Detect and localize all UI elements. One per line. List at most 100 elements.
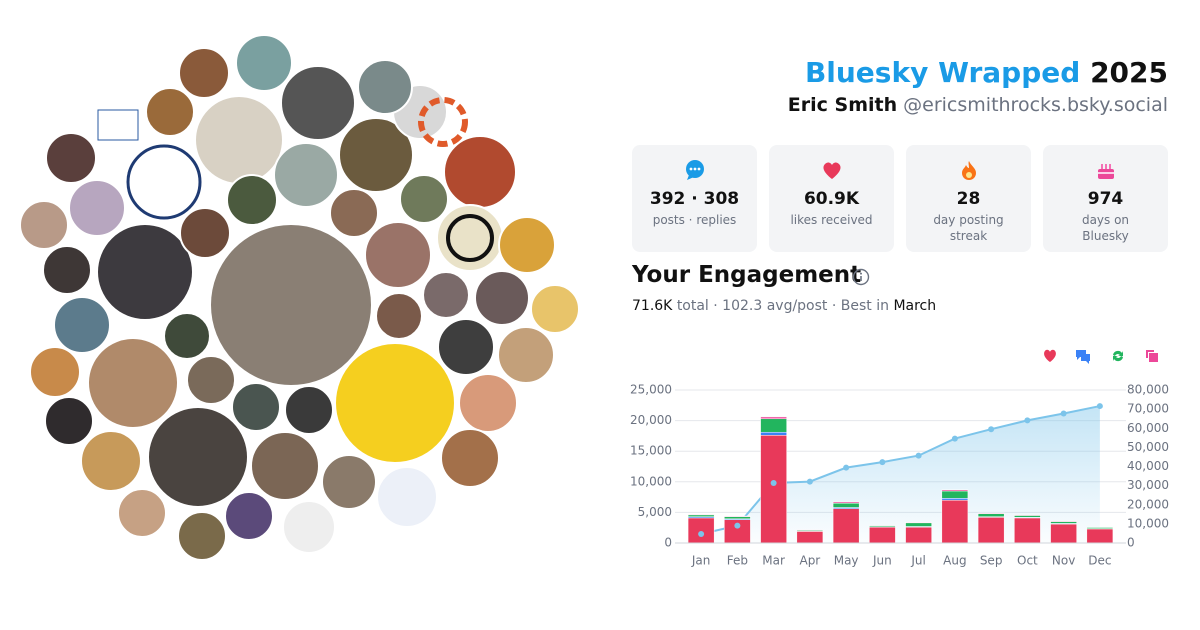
avatar[interactable]	[273, 142, 339, 208]
avatar[interactable]	[179, 207, 231, 259]
user-name: Eric Smith	[787, 94, 898, 116]
avatar[interactable]	[209, 223, 373, 387]
stat-value: 28	[956, 189, 981, 209]
line-point	[1024, 417, 1031, 424]
x-tick-label: Oct	[1017, 554, 1038, 568]
avatar[interactable]	[19, 200, 69, 250]
avatar[interactable]	[177, 511, 227, 561]
x-tick-label: Feb	[727, 554, 748, 568]
avatar[interactable]	[321, 454, 377, 510]
avatar[interactable]	[235, 34, 293, 92]
y2-tick-label: 50,000	[1127, 440, 1169, 454]
avatar[interactable]	[376, 466, 438, 528]
avatar[interactable]	[329, 188, 379, 238]
line-point	[770, 479, 777, 486]
year: 2025	[1090, 56, 1168, 89]
avatar[interactable]	[226, 174, 278, 226]
icon-cake	[1097, 164, 1114, 179]
line-point	[698, 531, 705, 538]
y2-tick-label: 20,000	[1127, 497, 1169, 511]
avatar[interactable]	[145, 87, 195, 137]
avatar[interactable]	[68, 179, 126, 237]
avatar[interactable]	[399, 174, 449, 224]
avatar[interactable]	[280, 65, 356, 141]
avatar[interactable]	[474, 270, 530, 326]
avatar[interactable]	[357, 59, 413, 115]
stat-label: days on Bluesky	[1081, 213, 1130, 243]
bar-segment	[977, 513, 1005, 517]
y-tick-label: 0	[664, 536, 672, 550]
bar-segment	[760, 435, 787, 544]
avatar[interactable]	[334, 342, 456, 464]
bar-segment	[832, 502, 860, 508]
avatar[interactable]	[530, 284, 580, 334]
y-tick-label: 20,000	[630, 413, 672, 427]
x-tick-label: Dec	[1088, 554, 1111, 568]
avatar[interactable]	[250, 431, 320, 501]
avatar[interactable]	[163, 312, 211, 360]
stat-label: posts · replies	[652, 213, 737, 227]
line-point	[843, 464, 850, 471]
avatar[interactable]	[284, 385, 334, 435]
avatar[interactable]	[498, 216, 556, 274]
bar-segment	[760, 418, 787, 433]
bar-segment	[905, 526, 932, 544]
avatar[interactable]	[80, 430, 142, 492]
avatar[interactable]	[437, 318, 495, 376]
line-point	[879, 459, 886, 466]
avatar[interactable]	[45, 132, 97, 184]
avatar[interactable]	[497, 326, 555, 384]
avatar[interactable]	[422, 271, 470, 319]
avatar[interactable]	[147, 406, 249, 508]
icon-flame	[961, 161, 976, 180]
y2-tick-label: 60,000	[1127, 421, 1169, 435]
bar-segment	[869, 526, 896, 544]
y-tick-label: 25,000	[630, 383, 672, 397]
line-point	[915, 452, 922, 459]
logo-book	[97, 109, 139, 141]
avatar[interactable]	[224, 491, 274, 541]
bar-segment	[724, 515, 751, 517]
avatar[interactable]	[96, 223, 194, 321]
avatar[interactable]	[364, 221, 432, 289]
y2-tick-label: 30,000	[1127, 478, 1169, 492]
bar-segment	[687, 514, 715, 517]
avatar[interactable]	[231, 382, 281, 432]
legend-icon[interactable]	[1146, 350, 1158, 362]
avatar[interactable]	[458, 373, 518, 433]
avatar[interactable]	[186, 355, 236, 405]
x-tick-label: Sep	[980, 554, 1003, 568]
bar-segment	[905, 521, 932, 524]
legend-icon[interactable]	[1113, 350, 1123, 362]
stat-value: 60.9K	[803, 189, 860, 209]
avatar[interactable]	[282, 500, 336, 554]
legend-icon[interactable]	[1076, 350, 1090, 364]
info-icon[interactable]	[852, 268, 870, 286]
avatar[interactable]	[178, 47, 230, 99]
stat-value: 392 · 308	[649, 189, 740, 209]
best-month: March	[893, 298, 937, 314]
bar-segment	[687, 517, 715, 544]
stat-card: 28 day posting streak	[906, 145, 1031, 252]
avatar[interactable]	[29, 346, 81, 398]
x-tick-label: Nov	[1052, 554, 1075, 568]
avatar[interactable]	[375, 292, 423, 340]
stat-label: likes received	[790, 213, 873, 227]
total: 71.6K	[632, 298, 673, 314]
avatar[interactable]	[117, 488, 167, 538]
logo-gp	[446, 214, 494, 262]
y-tick-label: 15,000	[630, 444, 672, 458]
bar-segment	[832, 501, 860, 504]
legend-icon[interactable]	[1044, 349, 1056, 362]
avatar[interactable]	[87, 337, 179, 429]
logo-ring	[418, 97, 468, 147]
avatar[interactable]	[44, 396, 94, 446]
bar-segment	[1050, 521, 1077, 524]
avatar[interactable]	[122, 140, 206, 224]
avatar[interactable]	[42, 245, 92, 295]
x-tick-label: Jan	[691, 554, 711, 568]
avatar[interactable]	[440, 428, 500, 488]
logo-inner	[126, 144, 202, 220]
avatar[interactable]	[338, 117, 414, 193]
avatar[interactable]	[53, 296, 111, 354]
